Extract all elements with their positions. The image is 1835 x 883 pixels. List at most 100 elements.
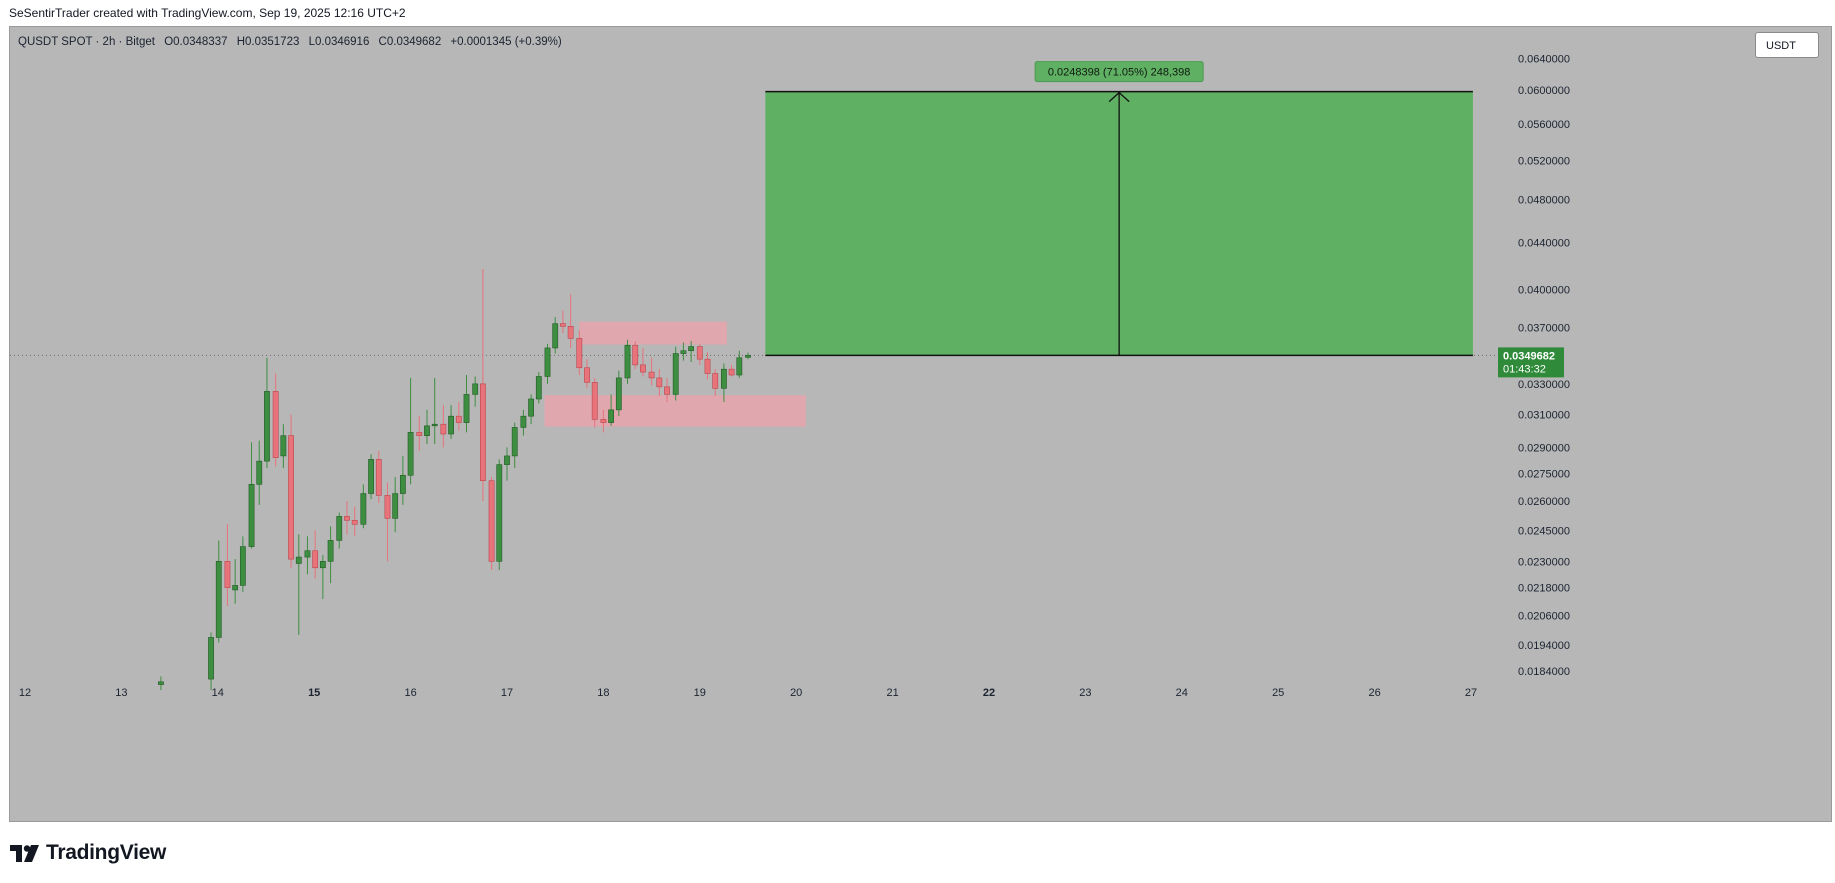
candle-down (567, 325, 574, 339)
candle-up (256, 460, 263, 485)
candle-up (720, 368, 727, 389)
candle-down (384, 495, 391, 519)
y-tick-label: 0.0194000 (1518, 640, 1570, 652)
candle-down (440, 423, 447, 435)
candle-up (511, 427, 518, 457)
tradingview-logo-icon (10, 844, 39, 862)
x-tick-label: 22 (983, 687, 995, 699)
candle-down (696, 346, 703, 360)
candle-up (680, 350, 687, 354)
bar-countdown: 01:43:32 (1503, 363, 1546, 375)
candle-down (344, 516, 350, 521)
candle-down (351, 520, 358, 525)
y-tick-label: 0.0440000 (1518, 237, 1570, 249)
candlestick-chart[interactable]: 0.0640000 0.0600000 0.0560000 0.0520000 0.04… (10, 27, 1831, 821)
y-tick-label: 0.0275000 (1518, 468, 1570, 480)
x-tick-label: 15 (308, 687, 320, 699)
candle-up (360, 493, 367, 525)
x-tick-label: 20 (790, 687, 802, 699)
candle-up (280, 435, 287, 457)
candle-up (520, 415, 527, 428)
x-tick-label: 21 (886, 687, 898, 699)
candle-up (528, 398, 534, 417)
candle-up (552, 323, 559, 349)
y-tick-label: 0.0230000 (1518, 556, 1570, 568)
candle-up (624, 344, 631, 379)
candle-down (712, 373, 719, 389)
projection-label: 0.0248398 (71.05%) 248,398 (1048, 67, 1191, 79)
x-tick-label: 23 (1079, 687, 1091, 699)
y-tick-label: 0.0370000 (1518, 323, 1570, 335)
candle-up (336, 516, 343, 541)
y-tick-label: 0.0600000 (1518, 85, 1570, 97)
brand-name: TradingView (46, 841, 167, 864)
x-tick-label: 27 (1465, 687, 1477, 699)
candle-down (488, 480, 495, 562)
candle-down (455, 415, 462, 423)
candle-down (288, 435, 294, 560)
candle-up (392, 493, 399, 519)
y-tick-label: 0.0520000 (1518, 155, 1570, 167)
candle-down (591, 382, 598, 420)
x-tick-label: 24 (1176, 687, 1188, 699)
y-tick-label: 0.0480000 (1518, 195, 1570, 207)
candle-up (736, 357, 743, 376)
candle-down (704, 358, 711, 374)
x-tick-label: 25 (1272, 687, 1284, 699)
candle-down (728, 368, 735, 376)
x-tick-label: 26 (1368, 687, 1380, 699)
candle-down (560, 323, 566, 327)
candle-down (272, 391, 279, 458)
candle-up (745, 355, 751, 358)
candle-up (544, 347, 551, 377)
candle-up (535, 376, 542, 400)
x-tick-label: 12 (19, 687, 31, 699)
legend-low: L0.0346916 (308, 36, 370, 48)
y-tick-label: 0.0400000 (1518, 284, 1570, 296)
candle-up (215, 561, 222, 638)
current-price-tag (1498, 347, 1564, 378)
candle-up (463, 394, 470, 423)
x-tick-label: 13 (115, 687, 127, 699)
x-tick-label: 18 (597, 687, 609, 699)
candle-up (158, 681, 164, 685)
x-tick-label: 17 (501, 687, 513, 699)
candle-up (304, 550, 311, 558)
currency-unit-button[interactable]: USDT (1755, 32, 1819, 58)
candle-up (319, 561, 326, 569)
candle-up (327, 540, 334, 562)
y-tick-label: 0.0560000 (1518, 119, 1570, 131)
symbol-legend: QUSDT SPOT · 2h · Bitget O0.0348337 H0.0… (18, 36, 568, 48)
candle-up (264, 391, 270, 462)
candle-up (472, 383, 479, 395)
x-tick-label: 19 (694, 687, 706, 699)
brand-footer: TradingView (10, 841, 166, 865)
legend-change: +0.0001345 (+0.39%) (450, 36, 562, 48)
candle-up (248, 484, 255, 547)
chart-area[interactable]: 0.0640000 0.0600000 0.0560000 0.0520000 0.04… (9, 26, 1832, 822)
candle-up (208, 637, 214, 680)
candle-up (239, 546, 246, 586)
y-tick-label: 0.0206000 (1518, 610, 1570, 622)
chart-attribution: SeSentirTrader created with TradingView.… (9, 6, 406, 20)
candle-up (504, 455, 510, 465)
candle-down (584, 367, 590, 383)
candle-up (407, 432, 414, 476)
x-tick-label: 16 (404, 687, 416, 699)
y-tick-label: 0.0260000 (1518, 496, 1570, 508)
y-tick-label: 0.0290000 (1518, 442, 1570, 454)
candle-down (479, 383, 486, 481)
candle-up (368, 459, 374, 494)
candle-up (424, 425, 430, 436)
y-tick-label: 0.0640000 (1518, 53, 1570, 65)
legend-open: O0.0348337 (164, 36, 228, 48)
x-tick-label: 14 (212, 687, 224, 699)
candle-down (224, 561, 231, 588)
legend-symbol: QUSDT SPOT · 2h · Bitget (18, 36, 155, 48)
y-tick-label: 0.0310000 (1518, 410, 1570, 422)
candle-down (416, 432, 423, 436)
candle-up (608, 409, 615, 423)
candle-down (656, 377, 663, 388)
candle-up (399, 474, 406, 494)
candle-up (672, 353, 679, 395)
